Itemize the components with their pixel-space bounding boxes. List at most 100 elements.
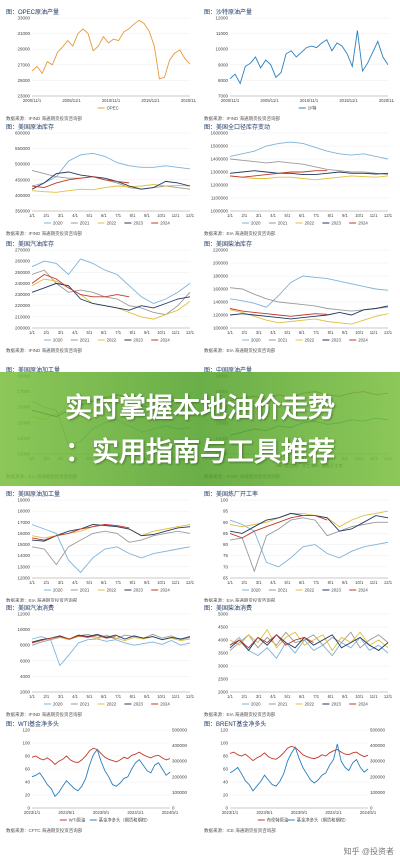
y-tick-label: 90 (223, 520, 229, 525)
x-tick-label: 3/1 (58, 330, 64, 335)
x-tick-label: 9/1 (342, 694, 348, 699)
legend-label: 2021 (80, 702, 90, 707)
legend-label: 2020 (251, 588, 261, 593)
x-tick-label: 5/1 (87, 213, 93, 218)
x-tick-label: 4/1 (72, 213, 78, 218)
x-tick-label: 2023/1/1 (222, 810, 239, 815)
y2-tick-label: 100000 (172, 790, 188, 795)
y-tick-label: 270000 (15, 248, 31, 253)
y-tick-label: 60 (25, 767, 31, 772)
chart-source: 数据来源：IFIND 海通期货投资咨询部 (6, 231, 82, 236)
series-line-2022 (229, 510, 389, 528)
y2-tick-label: 500000 (172, 728, 188, 733)
x-tick-label: 7/1 (313, 213, 319, 218)
series-line-2022 (229, 309, 389, 325)
y-tick-label: 350000 (15, 209, 31, 214)
x-tick-label: 2005/11/1 (62, 98, 81, 103)
legend-label: 2020 (53, 221, 63, 226)
legend-label: 2020 (251, 221, 261, 226)
y-tick-label: 13000 (17, 564, 30, 569)
x-tick-label: 8/1 (130, 213, 136, 218)
x-tick-label: 11/1 (370, 580, 379, 585)
x-tick-label: 5/1 (87, 694, 93, 699)
y-tick-label: 33000 (17, 16, 30, 21)
series-line-2020 (31, 152, 191, 187)
series-line-2020 (31, 524, 191, 574)
x-tick-label: 12/1 (186, 213, 195, 218)
y-tick-label: 9000 (218, 62, 229, 67)
chart-panel-13: 图：WTI基金净多头 120 100 80 60 40 20 0 500000 400000 300… (4, 718, 198, 834)
chart-source: 数据来源：EIA 海通期货投资咨询部 (204, 348, 276, 353)
chart-panel-5: 图：美国汽油库存 270000 260000 250000 240000 230000 22… (4, 238, 198, 354)
x-tick-label: 10/1 (355, 694, 364, 699)
x-tick-label: 4/1 (270, 694, 276, 699)
x-tick-label: 3/1 (256, 330, 262, 335)
x-tick-label: 6/1 (299, 580, 305, 585)
x-tick-label: 3/1 (256, 213, 262, 218)
legend-label: 2021 (80, 338, 90, 343)
series-line-WTI原油 (31, 747, 171, 766)
legend-label: 2021 (80, 221, 90, 226)
legend-label: 2023 (133, 702, 143, 707)
x-tick-label: 3/1 (256, 580, 262, 585)
y-tick-label: 200000 (15, 326, 31, 331)
x-tick-label: 2/1 (43, 213, 49, 218)
y2-tick-label: 300000 (370, 759, 386, 764)
x-tick-label: 2010/11/1 (300, 98, 319, 103)
y-tick-label: 400000 (15, 193, 31, 198)
y-tick-label: 220000 (15, 303, 31, 308)
legend-label: 2021 (278, 702, 288, 707)
chart-title: 图：美国汽油库存 (6, 242, 55, 248)
x-tick-label: 4/1 (270, 580, 276, 585)
x-tick-label: 1/1 (29, 213, 35, 218)
y-tick-label: 12000 (215, 16, 228, 21)
legend-label: 2024 (358, 221, 368, 226)
y-tick-label: 12000 (17, 576, 30, 581)
x-tick-label: 4/1 (270, 330, 276, 335)
series-line-2023 (31, 282, 191, 311)
x-tick-label: 8/1 (328, 694, 334, 699)
y-tick-label: 8000 (218, 78, 229, 83)
series-line-2024 (229, 515, 328, 539)
banner-line-1: 实时掌握本地油价走势 (65, 393, 335, 424)
y-tick-label: 1000000 (210, 209, 228, 214)
y-tick-label: 210000 (15, 314, 31, 319)
y-tick-label: 23000 (17, 94, 30, 99)
series-line-2021 (31, 169, 191, 190)
series-line-2020 (229, 519, 389, 568)
series-line-基金净多头（期货和期权） (31, 748, 171, 798)
y-tick-label: 40 (25, 780, 31, 785)
x-tick-label: 2/1 (43, 580, 49, 585)
legend-label: 沙特 (308, 105, 317, 111)
chart-panel-12: 图：美国柴油消费 5000 4500 4000 3500 3000 2500 2000 1/1 2… (202, 602, 396, 718)
x-tick-label: 7/1 (313, 694, 319, 699)
chart-title: 图：BRENT基金净多头 (204, 722, 267, 728)
x-tick-label: 8/1 (328, 213, 334, 218)
y-tick-label: 0 (225, 806, 228, 811)
x-tick-label: 10/1 (157, 580, 166, 585)
x-tick-label: 8/1 (328, 580, 334, 585)
y-tick-label: 8000 (20, 643, 31, 648)
chart-title: 图：美国柴油消费 (204, 606, 253, 612)
series-line-2023 (229, 170, 389, 176)
series-line-沙特 (229, 30, 389, 85)
y-tick-label: 200000 (213, 261, 229, 266)
y-tick-label: 2000 (218, 690, 229, 695)
y-tick-label: 1200000 (210, 183, 228, 188)
chart-panel-4: 图：美国全口径库存变动 1600000 1500000 1400000 1300000 1… (202, 121, 396, 237)
x-tick-label: 2015/11/1 (339, 98, 358, 103)
x-tick-label: 5/1 (285, 330, 291, 335)
y-tick-label: 1600000 (210, 131, 228, 136)
x-tick-label: 2023/9/1 (93, 810, 110, 815)
x-tick-label: 9/1 (342, 213, 348, 218)
chart-title: 图：中国原油产量 (204, 368, 253, 374)
legend-label: 2024 (358, 588, 368, 593)
x-tick-label: 2020/11/1 (181, 98, 196, 103)
x-tick-label: 6/1 (101, 580, 107, 585)
watermark: 知乎 @投资者 (343, 847, 394, 856)
legend-label: 2023 (331, 338, 341, 343)
legend-label: 2024 (160, 588, 170, 593)
y-tick-label: 1300000 (210, 170, 228, 175)
x-tick-label: 5/1 (87, 580, 93, 585)
y-tick-label: 80 (223, 542, 229, 547)
